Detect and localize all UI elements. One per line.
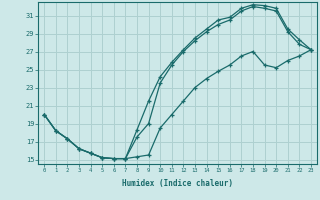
X-axis label: Humidex (Indice chaleur): Humidex (Indice chaleur): [122, 179, 233, 188]
